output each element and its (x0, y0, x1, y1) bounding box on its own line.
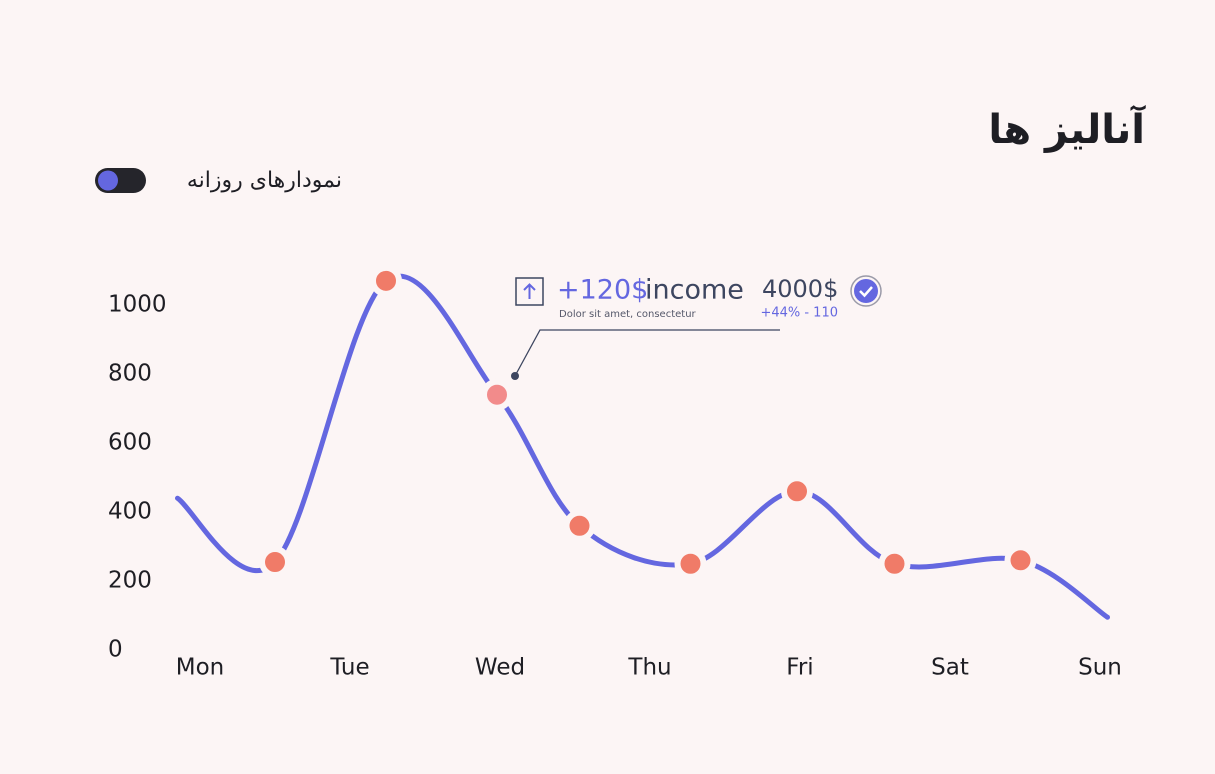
annotation-amount: 4000$ (762, 275, 838, 303)
x-tick-label: Sat (931, 655, 969, 681)
x-tick-label: Tue (329, 655, 369, 681)
toggle-label: نمودارهای روزانه (187, 168, 342, 193)
point (674, 547, 707, 580)
y-tick-label: 400 (108, 499, 152, 525)
x-tick-label: Fri (786, 655, 813, 681)
point (1004, 544, 1037, 577)
annotation-note: Dolor sit amet, consectetur (559, 309, 697, 320)
annotation-delta: +44% - 110 (760, 306, 838, 321)
check-icon (854, 279, 878, 303)
toggle[interactable] (95, 168, 146, 193)
chart-title: آنالیز ها (988, 104, 1146, 153)
annotation-label: income (645, 275, 744, 306)
point (481, 378, 513, 411)
y-tick-label: 0 (108, 637, 123, 663)
point (259, 546, 291, 579)
point (370, 264, 402, 297)
point (878, 547, 911, 580)
y-tick-label: 1000 (108, 292, 167, 318)
y-tick-label: 800 (108, 361, 152, 387)
annotation-change: +120$ (557, 275, 648, 306)
arrow-icon (523, 283, 536, 299)
x-tick-label: Wed (475, 655, 525, 681)
arrow-box (515, 277, 544, 306)
x-tick-label: Mon (176, 655, 225, 681)
point (563, 509, 596, 542)
point (781, 475, 813, 508)
line (175, 273, 1110, 620)
leader-dot (511, 372, 519, 380)
check-ring (850, 275, 882, 307)
x-tick-label: Thu (627, 655, 671, 681)
leader-line (514, 329, 780, 377)
toggle-knob[interactable] (98, 170, 118, 191)
annotation: +120$ income 4000$ Dolor sit amet, conse… (511, 275, 882, 380)
y-tick-label: 600 (108, 430, 152, 456)
x-tick-label: Sun (1078, 655, 1122, 681)
y-tick-label: 200 (108, 568, 152, 594)
check-mark (859, 286, 873, 298)
